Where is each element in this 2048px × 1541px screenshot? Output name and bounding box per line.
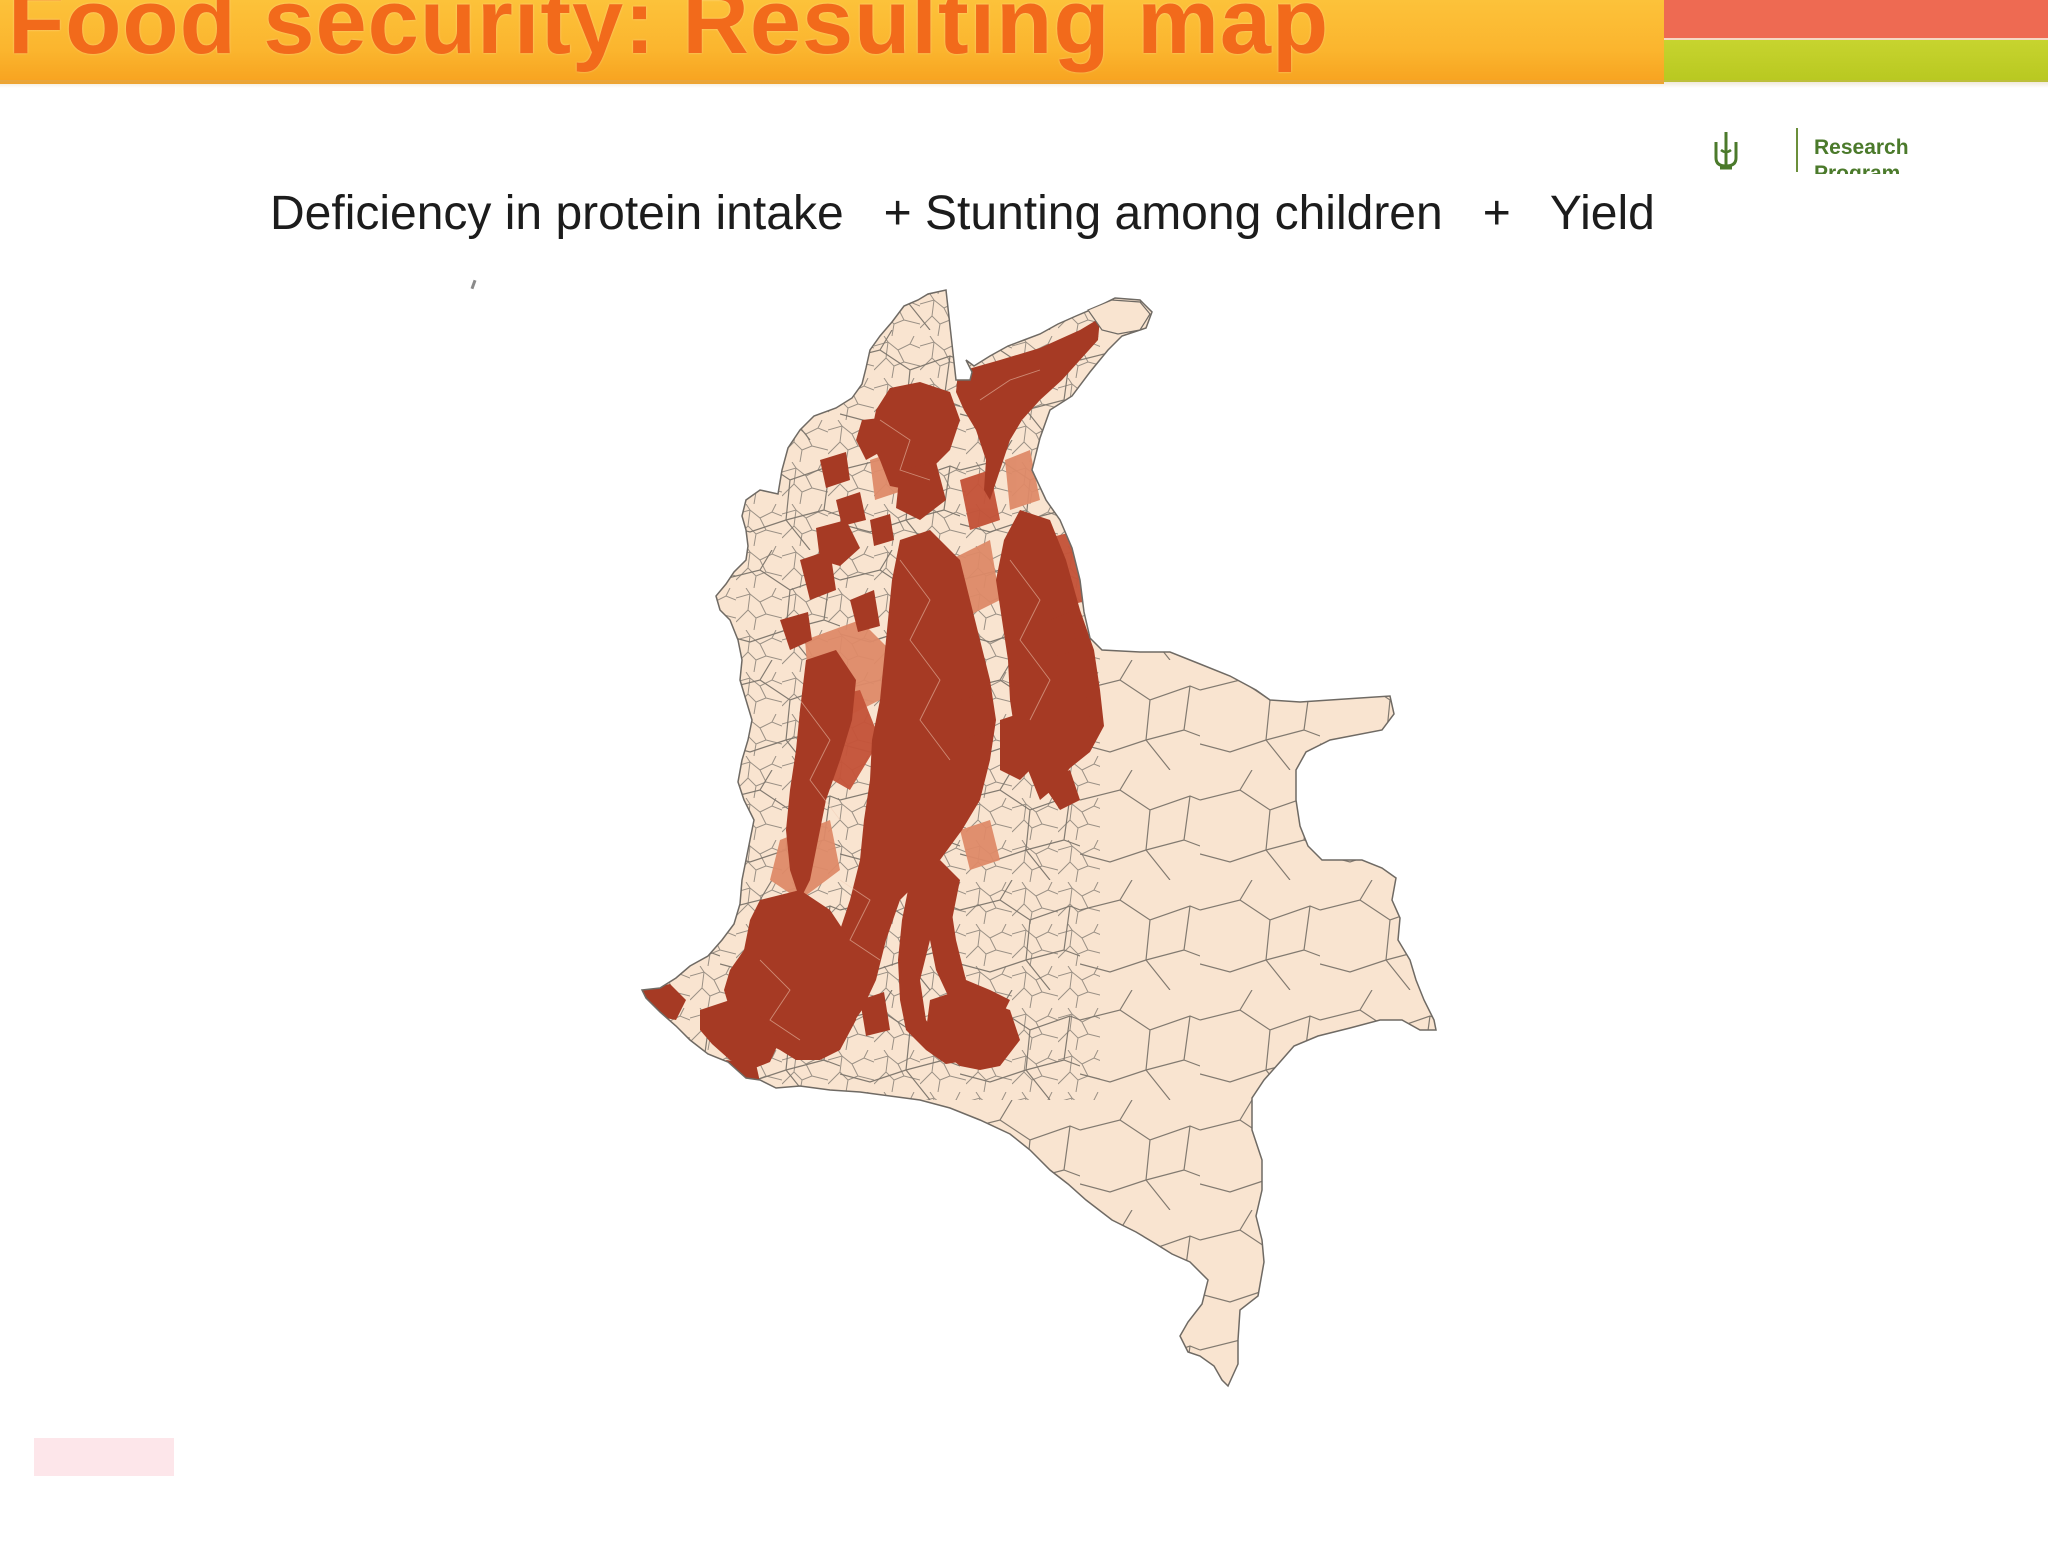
accent-stripe-red [1664, 0, 2048, 40]
guajira-tip [1087, 299, 1151, 335]
corner-highlight [34, 1438, 174, 1476]
title-bar: Food security: Resulting map [0, 0, 1664, 84]
map-subtitle: Deficiency in protein intake + Stunting … [270, 186, 1770, 241]
logo-text: Research [1814, 136, 1909, 159]
subtitle-part-plus: + [1482, 187, 1511, 240]
accent-stripe-green [1664, 40, 2048, 82]
class-high-caqueta [928, 880, 1010, 1040]
wheat-icon [1714, 132, 1738, 170]
dense-borders-overlay [759, 369, 1051, 1041]
title-bar-shadow [0, 80, 2048, 88]
research-program-logo: Research Program [1656, 122, 1946, 174]
slide-title: Food security: Resulting map [8, 0, 1330, 73]
logo-divider [1796, 128, 1798, 172]
subtitle-part-yield: Yield [1549, 187, 1655, 240]
subtitle-part-stunting: + Stunting among children [883, 187, 1443, 240]
logo-text-2: Program [1814, 162, 1901, 174]
municipality-layer [642, 290, 1436, 1386]
class-high [642, 318, 1104, 1084]
subtitle-part-protein: Deficiency in protein intake [270, 187, 844, 240]
